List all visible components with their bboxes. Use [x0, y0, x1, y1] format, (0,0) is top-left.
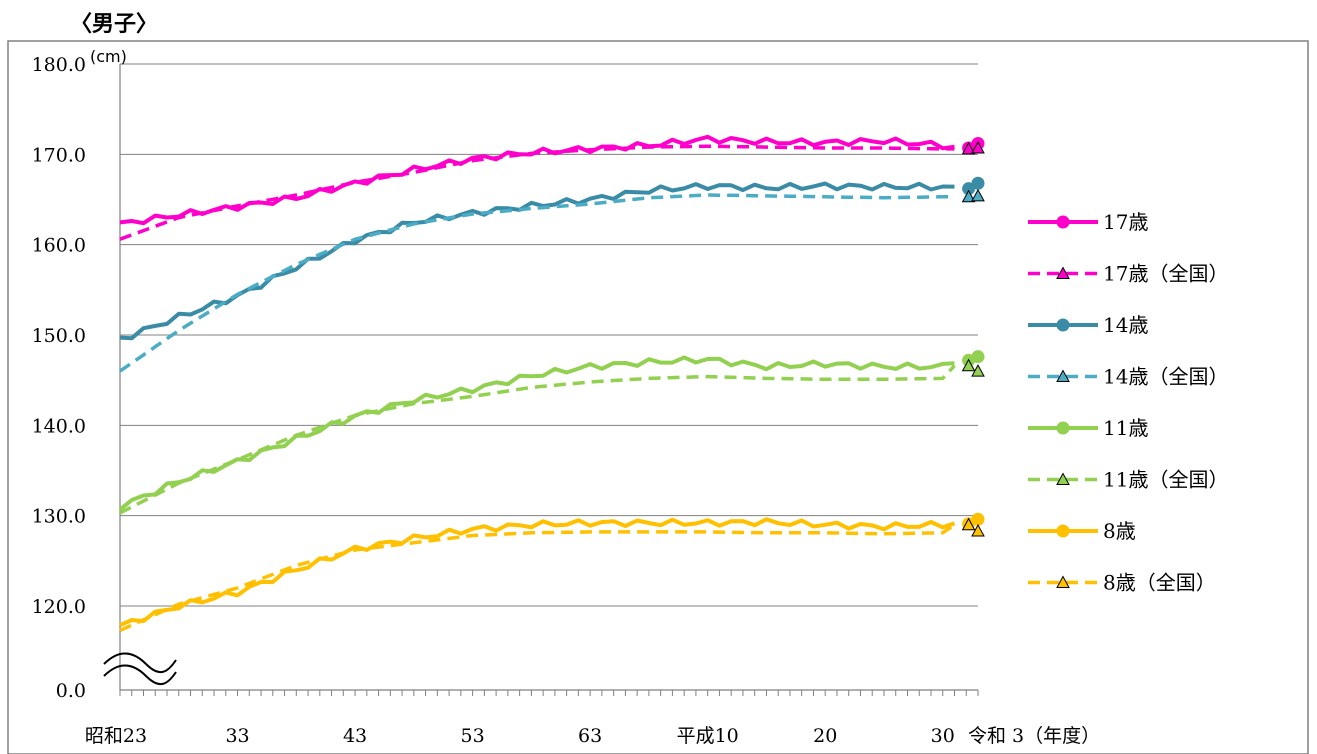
data-point-triangle [961, 358, 976, 372]
data-point-circle [971, 176, 985, 190]
legend-marker [1056, 266, 1070, 279]
data-point-triangle [961, 141, 976, 155]
legend-label: 17歳 [1103, 210, 1148, 234]
y-unit-label: (cm) [90, 47, 127, 66]
x-tick-labels: 昭和23 33 43 53 63 平成10 20 30 令和 3（年度） [85, 725, 1100, 747]
series-line [119, 193, 955, 373]
legend-label: 8歳（全国） [1103, 571, 1216, 595]
data-point-circle [962, 182, 976, 196]
legend-label: 17歳（全国） [1103, 262, 1228, 286]
series-line [118, 355, 955, 512]
data-point-triangle [961, 189, 976, 203]
legend-label: 11歳 [1103, 416, 1148, 440]
x-tick-label: 63 [578, 725, 602, 747]
y-tick-label: 170.0 [32, 144, 86, 166]
legend-label: 14歳（全国） [1103, 365, 1228, 389]
data-point-circle [971, 350, 985, 364]
legend-marker [1056, 472, 1070, 485]
series-line [119, 134, 955, 226]
x-tick-label: 53 [461, 725, 485, 747]
x-tick-label: 昭和23 [85, 725, 147, 747]
series-line [119, 364, 956, 515]
series-line [119, 144, 955, 241]
data-point-triangle [971, 188, 985, 202]
legend-label: 11歳（全国） [1103, 468, 1228, 492]
legend-marker [1056, 318, 1070, 332]
series-line [119, 181, 955, 341]
data-point-triangle [961, 517, 976, 531]
x-tick-label: 33 [225, 725, 249, 747]
y-tick-label: 120.0 [32, 596, 86, 618]
y-tick-label: 180.0 [32, 54, 86, 76]
plot-frame [7, 40, 1309, 754]
break-wave-1 [103, 652, 177, 674]
x-tick-label: 20 [813, 725, 837, 747]
legend-marker [1056, 524, 1070, 538]
x-tick-label: 43 [343, 725, 367, 747]
legend: 17歳 17歳（全国） 14歳 14歳（全国） 11歳 11歳（全国） 8歳 8歳（全国） [1028, 210, 1228, 595]
y-tick-label: 140.0 [32, 415, 86, 437]
legend-marker [1056, 421, 1070, 435]
x-tick-label: 令和 3（年度） [968, 725, 1100, 747]
axes [119, 64, 979, 696]
grid-lines [120, 63, 978, 607]
data-point-triangle [971, 364, 985, 377]
legend-marker [1056, 215, 1070, 229]
series-group [118, 134, 985, 633]
y-tick-label: 0.0 [56, 680, 86, 702]
legend-label: 8歳 [1103, 519, 1136, 543]
y-tick-label: 150.0 [32, 325, 86, 347]
axis-break-mark [103, 652, 177, 686]
y-tick-label: 130.0 [32, 506, 86, 528]
x-tick-label: 平成10 [677, 725, 739, 747]
legend-label: 14歳 [1103, 313, 1148, 337]
data-point-triangle [971, 523, 985, 537]
y-tick-label: 160.0 [32, 235, 86, 257]
series-line [119, 517, 956, 628]
x-tick-label: 30 [931, 725, 955, 747]
data-point-circle [971, 512, 985, 526]
data-point-triangle [971, 140, 985, 154]
break-wave-2 [103, 664, 177, 686]
chart-title: 〈男子〉 [70, 12, 159, 37]
legend-marker [1056, 575, 1070, 588]
series-line [119, 523, 956, 633]
legend-marker [1056, 369, 1070, 382]
y-tick-labels: 180.0 170.0 160.0 150.0 140.0 130.0 120.0 0.0 (c… [32, 47, 127, 702]
